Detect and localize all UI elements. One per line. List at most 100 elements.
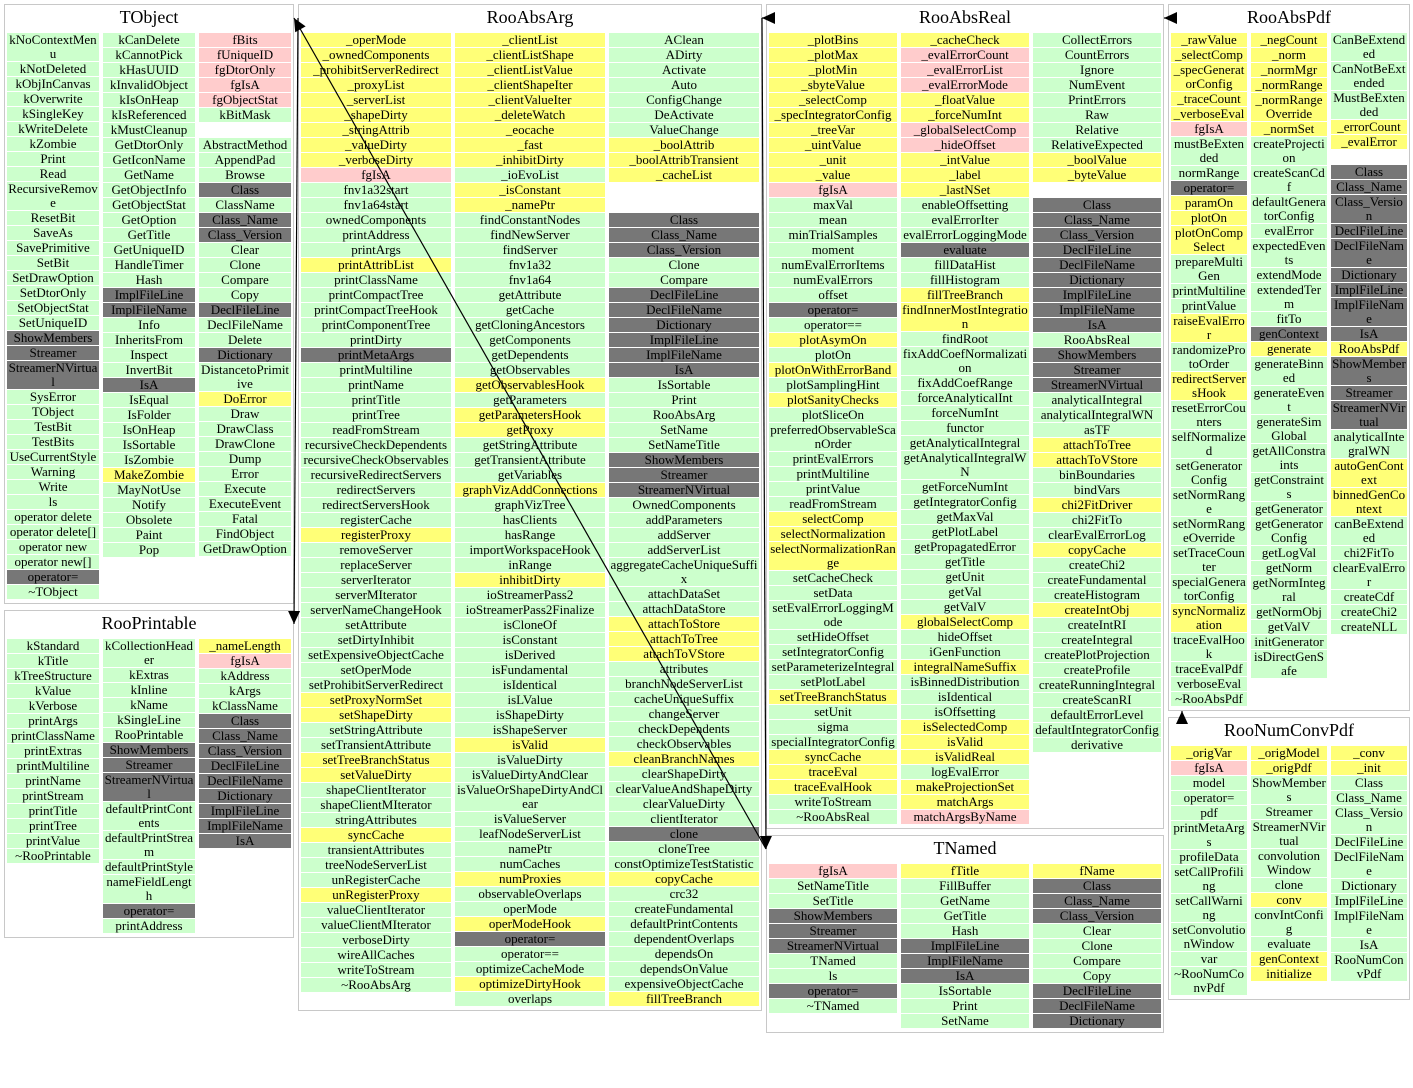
member-cell: findNewServer	[455, 228, 605, 242]
empty-cell	[1331, 150, 1407, 164]
member-cell: namePtr	[455, 842, 605, 856]
member-name: isSelectedComp	[922, 719, 1008, 734]
member-name: analyticalIntegralWN	[1333, 429, 1405, 458]
member-cell: maxVal	[769, 198, 897, 212]
member-cell: chi2FitDriver	[1033, 498, 1161, 512]
member-name: getMaxVal	[936, 509, 994, 524]
member-name: getCache	[505, 302, 555, 317]
member-cell: operator=	[1171, 791, 1247, 805]
member-cell: setTreeBranchStatus	[301, 753, 451, 767]
member-cell: convolutionWindow	[1251, 849, 1327, 877]
member-cell: _specIntegratorConfig	[769, 108, 897, 122]
member-cell: matchArgs	[901, 795, 1029, 809]
member-name: printCompactTree	[328, 287, 424, 302]
member-cell: ImplFileLine	[199, 804, 291, 818]
member-cell: moment	[769, 243, 897, 257]
member-cell: RelativeExpected	[1033, 138, 1161, 152]
member-name: clearValueAndShapeDirty	[615, 781, 753, 796]
member-cell: Obsolete	[103, 513, 195, 527]
member-cell: ShowMembers	[1251, 776, 1327, 804]
member-cell: specialGeneratorConfig	[1171, 575, 1247, 603]
member-cell: NumEvent	[1033, 78, 1161, 92]
member-cell: kArgs	[199, 684, 291, 698]
member-cell: _unit	[769, 153, 897, 167]
member-cell: createHistogram	[1033, 588, 1161, 602]
member-name: checkDependents	[638, 721, 730, 736]
member-cell: kBitMask	[199, 108, 291, 122]
member-cell: _evalError	[1331, 135, 1407, 149]
member-cell: genContext	[1251, 952, 1327, 966]
member-cell: GetName	[901, 894, 1029, 908]
member-cell: _value	[769, 168, 897, 182]
member-name: getTitle	[945, 554, 985, 569]
member-cell: RooAbsPdf	[1331, 342, 1407, 356]
member-name: findNewServer	[490, 227, 570, 242]
member-cell: nameFieldLength	[103, 875, 195, 903]
member-name: copyCache	[1068, 542, 1126, 557]
member-name: isValueServer	[493, 811, 567, 826]
member-name: integralNameSuffix	[913, 659, 1017, 674]
member-name: Print	[952, 998, 978, 1013]
member-cell: SetName	[901, 1014, 1029, 1028]
member-name: kVerbose	[28, 698, 78, 713]
member-cell: kWriteDelete	[7, 122, 99, 136]
member-cell: StreamerNVirtual	[7, 361, 99, 389]
member-name: _ioEvoList	[501, 167, 559, 182]
member-name: _serverList	[346, 92, 406, 107]
member-name: CountErrors	[1064, 47, 1130, 62]
member-name: RooAbsReal	[1063, 332, 1131, 347]
member-cell: isValid	[455, 738, 605, 752]
member-name: printName	[348, 377, 404, 392]
member-name: genContext	[1259, 951, 1319, 966]
member-cell: traceEvalHook	[1171, 633, 1247, 661]
member-cell: selfNormalized	[1171, 430, 1247, 458]
member-cell: getTransientAttribute	[455, 453, 605, 467]
member-name: Draw	[230, 406, 260, 421]
member-name: Hash	[951, 923, 979, 938]
member-name: addParameters	[645, 512, 723, 527]
member-name: _nameLength	[209, 638, 281, 653]
member-cell: fnv1a64start	[301, 198, 451, 212]
member-cell: kExtras	[103, 668, 195, 682]
member-cell: defaultPrintStyle	[103, 860, 195, 874]
member-column: _cacheCheck _evalErrorCount _evalErrorList…	[901, 33, 1029, 825]
member-cell: setTreeBranchStatus	[769, 690, 897, 704]
member-cell: getGenerator	[1251, 502, 1327, 516]
member-cell: ownedComponents	[301, 213, 451, 227]
member-cell: CanNotBeExtended	[1331, 62, 1407, 90]
member-name: ImplFileLine	[649, 332, 719, 347]
member-cell: importWorkspaceHook	[455, 543, 605, 557]
member-cell: DeclFileLine	[199, 303, 291, 317]
member-name: cleanBranchNames	[633, 751, 735, 766]
member-cell: operator=	[1171, 181, 1247, 195]
member-name: printTree	[29, 818, 77, 833]
member-name: setNormRange	[1172, 487, 1246, 516]
member-name: setParameterizeIntegral	[771, 659, 895, 674]
member-name: Class	[1082, 878, 1112, 893]
member-cell: Clone	[609, 258, 759, 272]
member-name: writeToStream	[337, 962, 415, 977]
member-cell: GetTitle	[901, 909, 1029, 923]
member-cell: setHideOffset	[769, 630, 897, 644]
member-cell: fillHistogram	[901, 273, 1029, 287]
member-name: functor	[946, 420, 984, 435]
member-cell: Class	[199, 183, 291, 197]
member-cell: fnv1a32	[455, 258, 605, 272]
member-name: InheritsFrom	[115, 332, 183, 347]
member-cell: bindVars	[1033, 483, 1161, 497]
member-name: createProjection	[1253, 136, 1325, 165]
member-name: treeNodeServerList	[325, 857, 427, 872]
member-cell: kTreeStructure	[7, 669, 99, 683]
member-name: cacheUniqueSuffix	[633, 691, 735, 706]
member-name: selectNormalization	[780, 526, 886, 541]
member-name: createScanCdf	[1253, 165, 1325, 194]
class-box-rooprintable: RooPrintable kStandard kTitle kTreeStructur…	[4, 610, 294, 938]
member-name: _specIntegratorConfig	[774, 107, 892, 122]
member-cell: generateEvent	[1251, 386, 1327, 414]
member-name: evalErrorLoggingMode	[903, 227, 1027, 242]
member-name: isDerived	[504, 647, 556, 662]
member-cell: recursiveCheckObservables	[301, 453, 451, 467]
member-cell: SetDrawOption	[7, 271, 99, 285]
member-cell: operator delete[]	[7, 525, 99, 539]
member-cell: printValue	[769, 482, 897, 496]
